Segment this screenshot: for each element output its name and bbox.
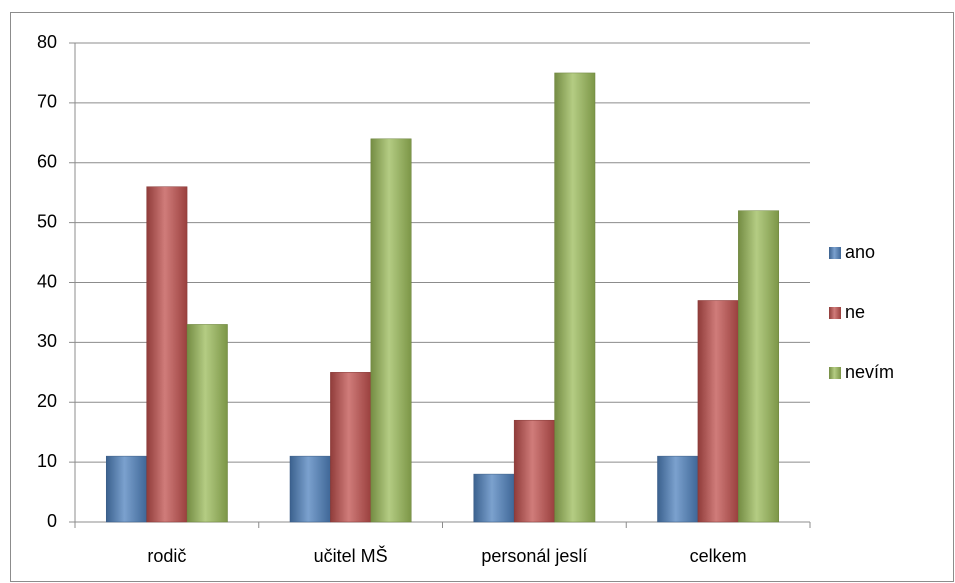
x-tick-label: rodič	[147, 546, 186, 566]
y-tick-label: 70	[37, 92, 57, 112]
bar	[370, 138, 412, 523]
bar	[146, 186, 188, 523]
bar	[289, 455, 331, 523]
bar	[697, 300, 739, 523]
bar	[330, 372, 372, 523]
y-tick-label: 40	[37, 271, 57, 291]
legend-swatch	[829, 307, 841, 319]
y-tick-label: 50	[37, 211, 57, 231]
bar	[105, 455, 147, 523]
y-tick-label: 10	[37, 451, 57, 471]
bar	[657, 455, 699, 523]
legend-label: ano	[845, 242, 875, 262]
x-tick-label: celkem	[690, 546, 747, 566]
legend-label: nevím	[845, 362, 894, 382]
legend-swatch	[829, 367, 841, 379]
y-tick-label: 20	[37, 391, 57, 411]
bar	[473, 473, 515, 523]
legend-swatch	[829, 247, 841, 259]
y-tick-label: 30	[37, 331, 57, 351]
bar	[738, 210, 780, 523]
y-tick-label: 0	[47, 511, 57, 531]
y-tick-label: 80	[37, 32, 57, 52]
x-tick-label: personál jeslí	[481, 546, 587, 566]
y-tick-label: 60	[37, 152, 57, 172]
bar	[554, 72, 596, 523]
x-tick-label: učitel MŠ	[314, 545, 388, 566]
bar	[186, 324, 228, 523]
legend-label: ne	[845, 302, 865, 322]
bar	[513, 419, 555, 523]
